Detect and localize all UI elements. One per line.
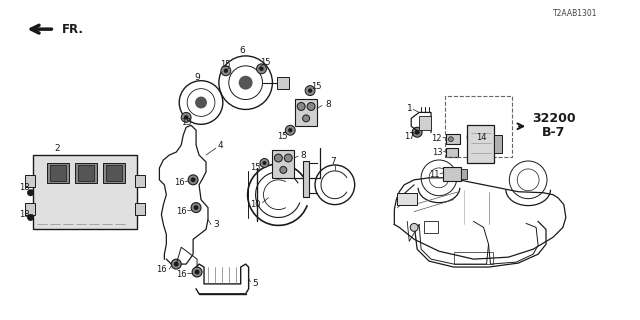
Bar [303,161,309,197]
Text: 15: 15 [221,60,231,69]
Text: 15: 15 [260,58,271,67]
Text: 15: 15 [181,118,191,127]
Text: 3: 3 [213,220,219,229]
Text: 14: 14 [476,133,487,142]
Circle shape [184,115,188,120]
Circle shape [223,68,228,73]
Circle shape [470,135,475,140]
Text: 12: 12 [431,134,441,143]
Circle shape [27,214,34,221]
Bar [78,165,94,181]
Circle shape [275,154,282,162]
Circle shape [195,97,207,108]
Text: FR.: FR. [62,23,84,36]
Circle shape [305,86,315,96]
Text: 11: 11 [429,170,439,180]
Circle shape [307,102,315,110]
Text: 1: 1 [407,104,413,113]
Text: 17: 17 [404,132,415,141]
Circle shape [280,166,287,173]
Text: 16: 16 [174,178,184,187]
Text: 15: 15 [250,164,261,172]
Circle shape [262,161,266,165]
Text: 13: 13 [431,148,442,156]
Circle shape [259,67,264,71]
Circle shape [194,205,198,210]
Circle shape [174,262,179,267]
Bar [419,116,431,130]
Circle shape [191,177,196,182]
Circle shape [297,102,305,110]
Text: 2: 2 [54,144,60,153]
Bar [495,135,502,153]
Circle shape [449,137,453,142]
Text: 16: 16 [176,269,186,278]
Text: 10: 10 [250,200,261,209]
Bar [24,175,35,187]
Circle shape [308,88,312,93]
Circle shape [257,64,266,74]
Bar [51,165,66,181]
Circle shape [192,267,202,277]
Circle shape [303,115,310,122]
Text: 8: 8 [300,150,306,160]
Text: 7: 7 [330,157,336,166]
Bar [75,163,97,183]
Text: 18: 18 [19,210,30,219]
Bar [273,150,294,178]
Circle shape [415,130,420,135]
Text: 5: 5 [253,279,259,288]
Circle shape [172,259,181,269]
Circle shape [467,132,478,143]
Text: 6: 6 [240,46,246,55]
Circle shape [195,269,200,275]
Bar [454,252,493,264]
Bar [443,167,461,181]
Circle shape [191,203,201,212]
Text: 15: 15 [311,82,321,91]
Bar [33,155,136,229]
Text: T2AAB1301: T2AAB1301 [553,9,598,18]
Text: 4: 4 [218,140,224,150]
Circle shape [260,158,269,167]
Circle shape [410,223,418,231]
Text: 18: 18 [19,183,30,192]
Bar [24,203,35,214]
Text: 8: 8 [325,100,331,109]
Circle shape [285,125,295,135]
Bar [103,163,125,183]
Text: 15: 15 [277,132,287,141]
Text: 32200: 32200 [532,112,576,125]
Circle shape [284,154,292,162]
Bar [445,96,512,157]
Circle shape [188,175,198,185]
Bar [446,134,460,144]
Bar [134,175,145,187]
Bar [277,77,289,89]
Bar [461,169,467,179]
Bar [467,125,495,163]
Bar [295,99,317,126]
Bar [397,193,417,204]
Circle shape [288,128,292,132]
Circle shape [412,127,422,137]
Text: B-7: B-7 [542,126,566,139]
Circle shape [239,76,253,90]
Circle shape [27,189,34,196]
Bar [106,165,122,181]
Bar [446,148,458,157]
Bar [424,221,438,233]
Text: 16: 16 [156,265,166,274]
Bar [134,203,145,214]
Text: 16: 16 [176,207,186,216]
Circle shape [181,112,191,122]
Text: 9: 9 [194,73,200,82]
Circle shape [221,66,231,76]
Bar [47,163,69,183]
